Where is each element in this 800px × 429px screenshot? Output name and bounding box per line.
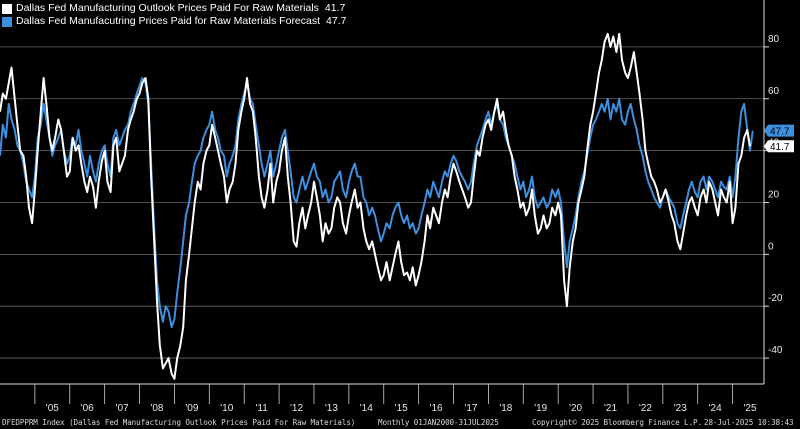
series-line-forecast: [0, 77, 754, 328]
footer-bar: DFEDPPRM Index (Dallas Fed Manufacturing…: [0, 417, 800, 429]
x-tick-label: '22: [639, 403, 652, 414]
y-tick-label: 60: [768, 86, 780, 97]
x-tick-label: '14: [360, 403, 373, 414]
legend-value-actual: 41.7: [324, 2, 346, 14]
last-value-tag-actual: 41.7: [764, 140, 794, 153]
x-tick-label: '17: [464, 403, 477, 414]
x-tick-label: '24: [709, 403, 722, 414]
x-tick-label: '23: [674, 403, 687, 414]
value-tag-label: 41.7: [770, 142, 790, 153]
legend-swatch-actual: [2, 3, 12, 14]
chart-canvas: -40-20020406080 '05'06'07'08'09'10'11'12…: [0, 0, 794, 414]
legend: Dallas Fed Manufacturing Outlook Prices …: [2, 2, 346, 28]
x-tick-label: '06: [81, 403, 94, 414]
legend-swatch-forecast: [2, 16, 12, 27]
x-tick-label: '10: [220, 403, 233, 414]
last-value-tag-forecast: 47.7: [764, 124, 794, 138]
x-tick-label: '12: [290, 403, 303, 414]
y-tick-label: -40: [768, 345, 783, 356]
legend-value-forecast: 47.7: [326, 15, 347, 27]
y-tick-label: -20: [768, 293, 783, 304]
x-tick-label: '11: [255, 403, 268, 414]
x-tick-label: '21: [604, 403, 617, 414]
value-tag-box: [764, 124, 794, 137]
y-tick-label: 80: [768, 34, 780, 45]
x-tick-label: '08: [150, 403, 163, 414]
legend-label-forecast: Dallas Fed Manufacutring Prices Paid for…: [16, 15, 321, 27]
x-tick-label: '25: [744, 403, 757, 414]
last-value-tags: 47.7 41.7: [764, 124, 794, 153]
footer-ticker: DFEDPPRM Index (Dallas Fed Manufacturing…: [2, 418, 356, 427]
x-tick-label: '13: [325, 403, 338, 414]
gridlines: [0, 46, 764, 359]
footer-timestamp: 28-Jul-2025 10:38:43: [704, 418, 794, 427]
value-tag-box: [764, 140, 794, 153]
y-tick-label: 20: [768, 189, 780, 200]
x-tick-label: '20: [569, 403, 582, 414]
x-tick-label: '16: [430, 403, 443, 414]
series-layer: [0, 32, 754, 380]
x-tick-label: '07: [116, 403, 129, 414]
legend-label-actual: Dallas Fed Manufacturing Outlook Prices …: [16, 2, 319, 14]
y-tick-label: 0: [768, 241, 774, 252]
x-tick-label: '19: [534, 403, 547, 414]
series-line-actual: [0, 32, 751, 380]
value-tag-label: 47.7: [770, 127, 790, 138]
legend-entry-forecast: Dallas Fed Manufacutring Prices Paid for…: [2, 15, 346, 28]
footer-frequency: Monthly 01JAN2000-31JUL2025: [378, 418, 499, 427]
legend-entry-actual: Dallas Fed Manufacturing Outlook Prices …: [2, 2, 346, 15]
footer-copyright: Copyright© 2025 Bloomberg Finance L.P.: [532, 418, 702, 427]
x-tick-label: '15: [395, 403, 408, 414]
x-tick-label: '05: [46, 403, 59, 414]
x-tick-label: '09: [185, 403, 198, 414]
x-tick-label: '18: [499, 403, 512, 414]
x-axis: '05 '06 '07 '08 '09 '10 '11 '12 '13 '14 '15 '16 '17 '…: [0, 383, 764, 414]
y-axis: -40-20020406080: [763, 0, 783, 384]
